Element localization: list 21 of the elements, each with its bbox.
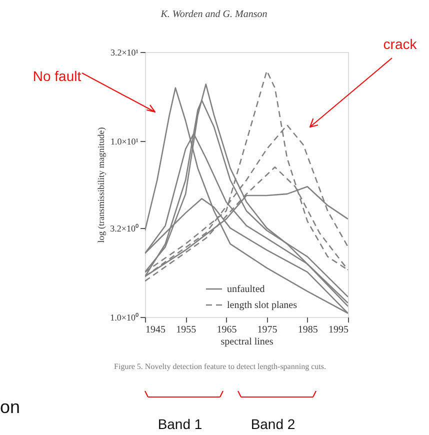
x-tick-label: 1955 (176, 324, 196, 336)
text: No fault (32, 68, 82, 84)
text: crack (383, 36, 418, 52)
y-tick-label: 1.0×10⁰ (110, 312, 138, 322)
legend-label: unfaulted (227, 284, 265, 295)
x-tick-label: 1945 (146, 324, 166, 336)
x-tick-label: 1995 (328, 324, 348, 336)
y-axis-title: log (transmissibility magnitude) (96, 127, 106, 243)
x-tick-label: 1975 (257, 324, 278, 336)
caption: Figure 5. Novelty detection feature to detect length-spanning cuts. (114, 362, 326, 371)
legend-label: length slot planes (227, 300, 298, 311)
text: K. Worden and G. Manson (160, 9, 268, 20)
x-tick-label: 1965 (216, 324, 237, 336)
x-tick-label: 1985 (298, 324, 318, 336)
text: Band 1 (158, 416, 202, 432)
text: Band 2 (250, 416, 296, 432)
y-tick-label: 1.0×10¹ (110, 136, 139, 146)
x-axis-title: spectral lines (220, 336, 274, 348)
y-tick-label: 3.2×10⁰ (110, 224, 138, 234)
y-tick-label: 3.2×10¹ (110, 48, 139, 58)
text: on (0, 397, 20, 417)
